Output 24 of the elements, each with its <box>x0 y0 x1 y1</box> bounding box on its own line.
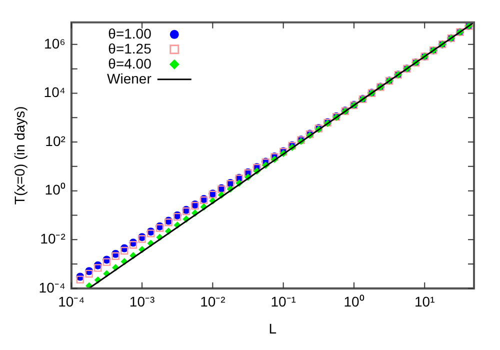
point <box>85 270 93 278</box>
legend-label: θ=1.00 <box>108 25 152 42</box>
point <box>76 276 84 284</box>
point <box>120 246 128 255</box>
x-tick-label: 10⁻³ <box>129 294 155 310</box>
y-tick-label: 10⁻² <box>40 230 66 246</box>
x-tick-label: 10¹ <box>414 294 436 310</box>
y-tick-label: 10⁰ <box>44 182 66 198</box>
y-tick-label: 10⁴ <box>44 84 66 100</box>
x-tick-label: 10⁻¹ <box>270 294 296 310</box>
point <box>102 258 111 266</box>
legend-label: Wiener <box>107 70 152 86</box>
y-tick-label: 10⁻⁴ <box>38 279 66 296</box>
x-axis-title: L <box>268 320 277 336</box>
point <box>112 252 120 260</box>
y-axis-title: T(x=0) (in days) <box>11 106 28 205</box>
x-tick-label: 10⁻⁴ <box>58 294 85 310</box>
legend-label: θ=1.25 <box>108 40 152 56</box>
point <box>94 264 102 272</box>
legend-label: θ=4.00 <box>108 55 152 72</box>
x-tick-label: 10⁰ <box>344 294 364 310</box>
x-tick-label: 10⁻² <box>200 294 226 310</box>
y-tick-label: 10² <box>45 132 66 149</box>
y-tick-label: 10⁶ <box>44 35 66 52</box>
